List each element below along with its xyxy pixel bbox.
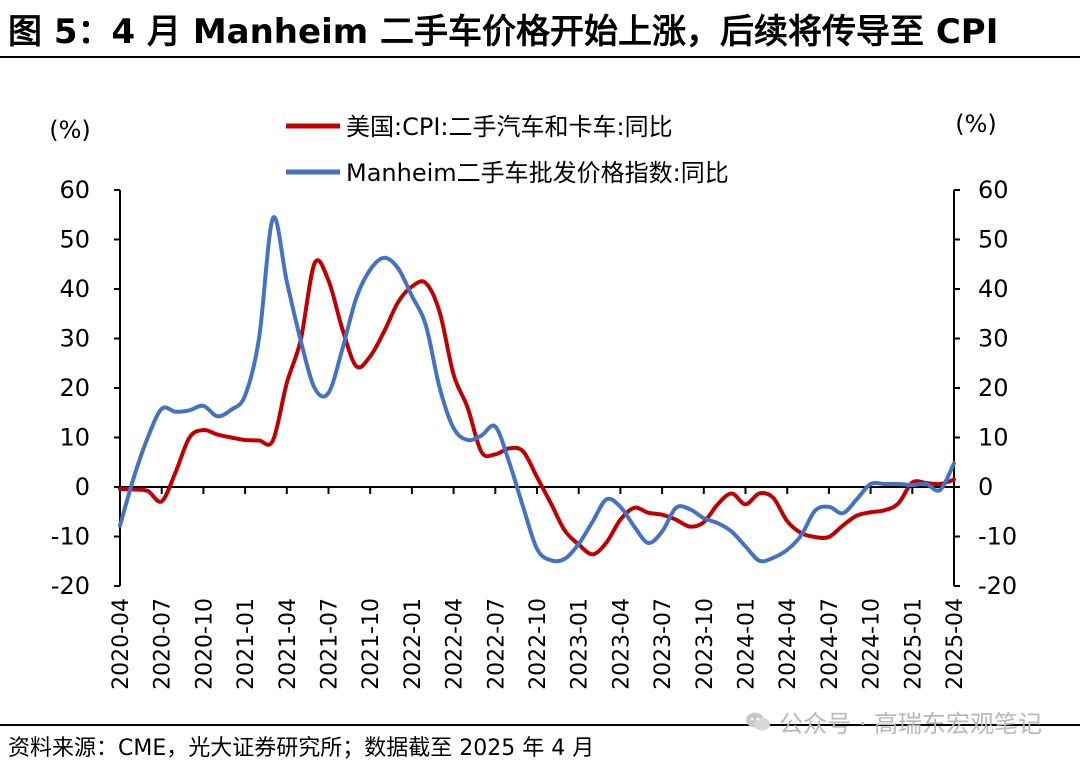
right-y-tick-label: 10 <box>978 424 1009 452</box>
x-tick-label: 2020-07 <box>151 598 176 690</box>
series-lines <box>118 215 956 564</box>
left-y-tick-label: -20 <box>51 572 90 600</box>
x-tick-label: 2023-01 <box>568 598 593 690</box>
left-axis-unit: (%) <box>49 116 91 144</box>
x-tick-label: 2020-04 <box>109 598 134 690</box>
title-divider <box>0 56 1080 58</box>
left-y-tick-label: 60 <box>59 176 90 204</box>
left-y-tick-label: 50 <box>59 226 90 254</box>
x-tick-label: 2021-10 <box>359 598 384 690</box>
right-y-tick-label: 30 <box>978 325 1009 353</box>
left-y-tick-label: 40 <box>59 275 90 303</box>
line-chart: (%) (%) 美国:CPI:二手汽车和卡车:同比 Manheim二手车批发价格… <box>49 110 1017 690</box>
left-y-tick-label: 20 <box>59 374 90 402</box>
x-tick-label: 2024-10 <box>860 598 885 690</box>
footer-divider <box>0 724 1080 726</box>
right-y-tick-label: 60 <box>978 176 1009 204</box>
x-tick-label: 2023-07 <box>651 598 676 690</box>
x-tick-label: 2024-01 <box>735 598 760 690</box>
cpi-used-cars-line <box>118 258 956 557</box>
x-tick-label: 2023-04 <box>609 598 634 690</box>
page-title: 图 5：4 月 Manheim 二手车价格开始上涨，后续将传导至 CPI <box>8 12 999 52</box>
axes: -20 -20 -10 -10 0 0 10 10 20 20 30 30 40 40 50 50 60 60 20… <box>51 176 1017 690</box>
right-y-tick-label: 50 <box>978 226 1009 254</box>
legend-label-cpi: 美国:CPI:二手汽车和卡车:同比 <box>346 113 673 141</box>
left-y-tick-label: 10 <box>59 424 90 452</box>
x-tick-label: 2024-07 <box>818 598 843 690</box>
x-tick-label: 2020-10 <box>192 598 217 690</box>
wechat-icon <box>746 712 771 730</box>
x-tick-label: 2022-07 <box>484 598 509 690</box>
x-tick-label: 2021-04 <box>276 598 301 690</box>
x-tick-label: 2022-01 <box>401 598 426 690</box>
right-y-tick-label: 0 <box>978 473 993 501</box>
right-y-tick-label: 20 <box>978 374 1009 402</box>
right-y-tick-label: -10 <box>978 523 1017 551</box>
source-note: 资料来源：CME，光大证券研究所；数据截至 2025 年 4 月 <box>8 736 595 761</box>
x-tick-label: 2021-01 <box>234 598 259 690</box>
right-y-tick-label: 40 <box>978 275 1009 303</box>
left-y-tick-label: 30 <box>59 325 90 353</box>
right-y-tick-label: -20 <box>978 572 1017 600</box>
x-tick-label: 2025-01 <box>901 598 926 690</box>
right-axis-unit: (%) <box>955 110 997 138</box>
legend: 美国:CPI:二手汽车和卡车:同比 Manheim二手车批发价格指数:同比 <box>286 113 729 187</box>
watermark-text: 公众号 · 高瑞东宏观笔记 <box>779 710 1042 738</box>
legend-label-manheim: Manheim二手车批发价格指数:同比 <box>346 159 729 187</box>
left-y-tick-label: -10 <box>51 523 90 551</box>
x-tick-label: 2024-04 <box>776 598 801 690</box>
x-tick-label: 2022-04 <box>443 598 468 690</box>
x-tick-label: 2022-10 <box>526 598 551 690</box>
manheim-index-line <box>118 215 956 564</box>
x-tick-label: 2021-07 <box>318 598 343 690</box>
x-tick-label: 2025-04 <box>943 598 968 690</box>
x-tick-label: 2023-10 <box>693 598 718 690</box>
watermark: 公众号 · 高瑞东宏观笔记 <box>745 704 1042 739</box>
left-y-tick-label: 0 <box>75 473 90 501</box>
